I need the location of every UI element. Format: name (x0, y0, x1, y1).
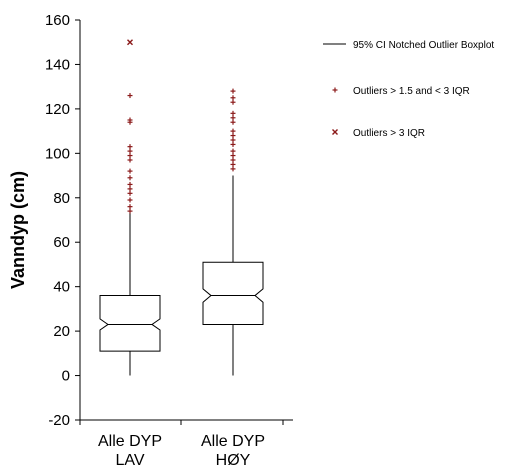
mild-outlier-point (127, 204, 133, 210)
mild-outlier-point (230, 115, 236, 121)
mild-outlier-point (230, 99, 236, 105)
y-tick-label: 20 (53, 323, 70, 340)
extreme-outlier-point (127, 39, 133, 46)
mild-outlier-point (230, 110, 236, 116)
mild-outlier-point (230, 161, 236, 167)
mild-outlier-point (127, 117, 133, 123)
mild-outlier-point (230, 148, 236, 154)
mild-outlier-point (230, 157, 236, 163)
notched-box (99, 295, 161, 352)
legend: 95% CI Notched Outlier Boxplot Outliers >… (323, 40, 494, 139)
y-axis-label: Vanndyp (cm) (8, 171, 28, 289)
y-tick-label: 80 (53, 190, 70, 207)
mild-outlier-point (127, 181, 133, 187)
mild-outlier-point (127, 168, 133, 174)
extreme-outlier-d2 (127, 39, 133, 46)
mild-outlier-point (127, 93, 133, 99)
legend-cross-d2 (332, 129, 338, 135)
y-tick-label: 40 (53, 279, 70, 296)
legend-entry-label: 95% CI Notched Outlier Boxplot (353, 40, 494, 51)
mild-outlier-point (230, 95, 236, 101)
x-category-label: Alle DYP (98, 433, 162, 450)
mild-outlier-point (127, 208, 133, 214)
legend-entry-label: Outliers > 3 IQR (353, 128, 425, 139)
mild-outlier-point (127, 175, 133, 181)
y-tick-label: 160 (45, 12, 70, 29)
mild-outlier-point (230, 88, 236, 94)
mild-outlier-point (127, 190, 133, 196)
mild-outlier-point (230, 133, 236, 139)
y-tick-label: -20 (48, 412, 70, 429)
y-tick-label: 140 (45, 56, 70, 73)
legend-entry-label: Outliers > 1.5 and < 3 IQR (353, 86, 470, 97)
y-tick-label: 120 (45, 101, 70, 118)
mild-outlier-point (230, 153, 236, 159)
x-category-label: Alle DYP (201, 433, 265, 450)
y-tick-label: 100 (45, 145, 70, 162)
boxes (99, 39, 264, 376)
mild-outlier-point (127, 144, 133, 150)
mild-outlier-point (230, 119, 236, 125)
mild-outlier-point (127, 186, 133, 192)
y-tick-label: 0 (62, 368, 70, 385)
mild-outlier-point (127, 157, 133, 163)
x-category-label-line2: HØY (216, 452, 251, 465)
mild-outlier-point (127, 148, 133, 154)
mild-outlier-point (230, 128, 236, 134)
mild-outlier-point (230, 166, 236, 172)
notched-box (202, 261, 264, 325)
mild-outlier-point (230, 141, 236, 147)
y-tick-label: 60 (53, 234, 70, 251)
mild-outlier-point (127, 153, 133, 159)
mild-outlier-point (127, 197, 133, 203)
axes: -20 0 20 40 60 80 100 120 140 160 Alle DYP LAV Alle … (45, 12, 293, 465)
mild-outlier-point (230, 137, 236, 143)
x-category-label-line2: LAV (115, 452, 144, 465)
